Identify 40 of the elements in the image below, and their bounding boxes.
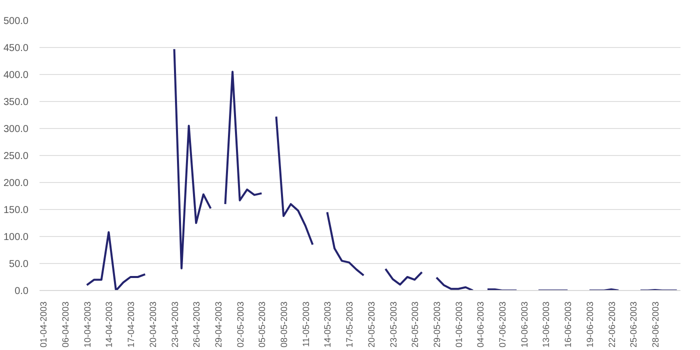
x-tick-label: 25-06-2003 [628, 301, 639, 348]
y-tick-label: 150.0 [3, 205, 29, 216]
x-tick-label: 28-06-2003 [650, 301, 661, 348]
y-tick-label: 200.0 [3, 178, 29, 189]
x-tick-label: 08-05-2003 [279, 301, 290, 348]
x-tick-label: 20-05-2003 [366, 301, 376, 348]
x-tick-label: 16-06-2003 [563, 301, 574, 348]
x-tick-label: 29-04-2003 [213, 301, 224, 348]
y-tick-label: 450.0 [3, 43, 29, 54]
x-tick-label: 19-06-2003 [584, 301, 595, 348]
x-tick-label: 05-05-2003 [257, 301, 268, 348]
x-tick-label: 10-04-2003 [82, 301, 92, 348]
x-tick-label: 20-04-2003 [148, 301, 158, 348]
x-tick-label: 17-04-2003 [126, 301, 136, 348]
y-tick-label: 300.0 [3, 124, 29, 135]
x-tick-label: 07-06-2003 [498, 301, 508, 348]
x-tick-label: 02-05-2003 [235, 301, 246, 348]
x-tick-label: 17-05-2003 [344, 301, 355, 348]
x-tick-label: 23-04-2003 [170, 301, 180, 348]
y-tick-label: 350.0 [3, 97, 29, 108]
x-tick-label: 22-06-2003 [606, 301, 617, 348]
y-tick-label: 500.0 [3, 16, 29, 27]
x-tick-label: 01-04-2003 [38, 301, 49, 348]
y-tick-label: 400.0 [3, 70, 29, 81]
y-tick-label: 100.0 [3, 232, 29, 243]
x-tick-label: 01-06-2003 [454, 301, 464, 348]
x-tick-label: 26-05-2003 [410, 301, 420, 348]
y-tick-label: 250.0 [3, 151, 29, 162]
x-tick-label: 06-04-2003 [60, 301, 70, 348]
x-tick-label: 04-06-2003 [476, 301, 486, 348]
x-tick-label: 13-06-2003 [541, 301, 552, 348]
x-tick-label: 29-05-2003 [432, 301, 442, 348]
y-tick-label: 50.0 [9, 259, 29, 270]
x-tick-label: 10-06-2003 [519, 301, 530, 348]
x-tick-label: 14-05-2003 [322, 301, 333, 348]
y-tick-label: 0.0 [14, 286, 29, 297]
x-tick-label: 14-04-2003 [104, 301, 114, 348]
x-tick-label: 23-05-2003 [388, 301, 398, 348]
x-tick-label: 26-04-2003 [192, 301, 202, 348]
x-tick-label: 11-05-2003 [300, 301, 311, 347]
